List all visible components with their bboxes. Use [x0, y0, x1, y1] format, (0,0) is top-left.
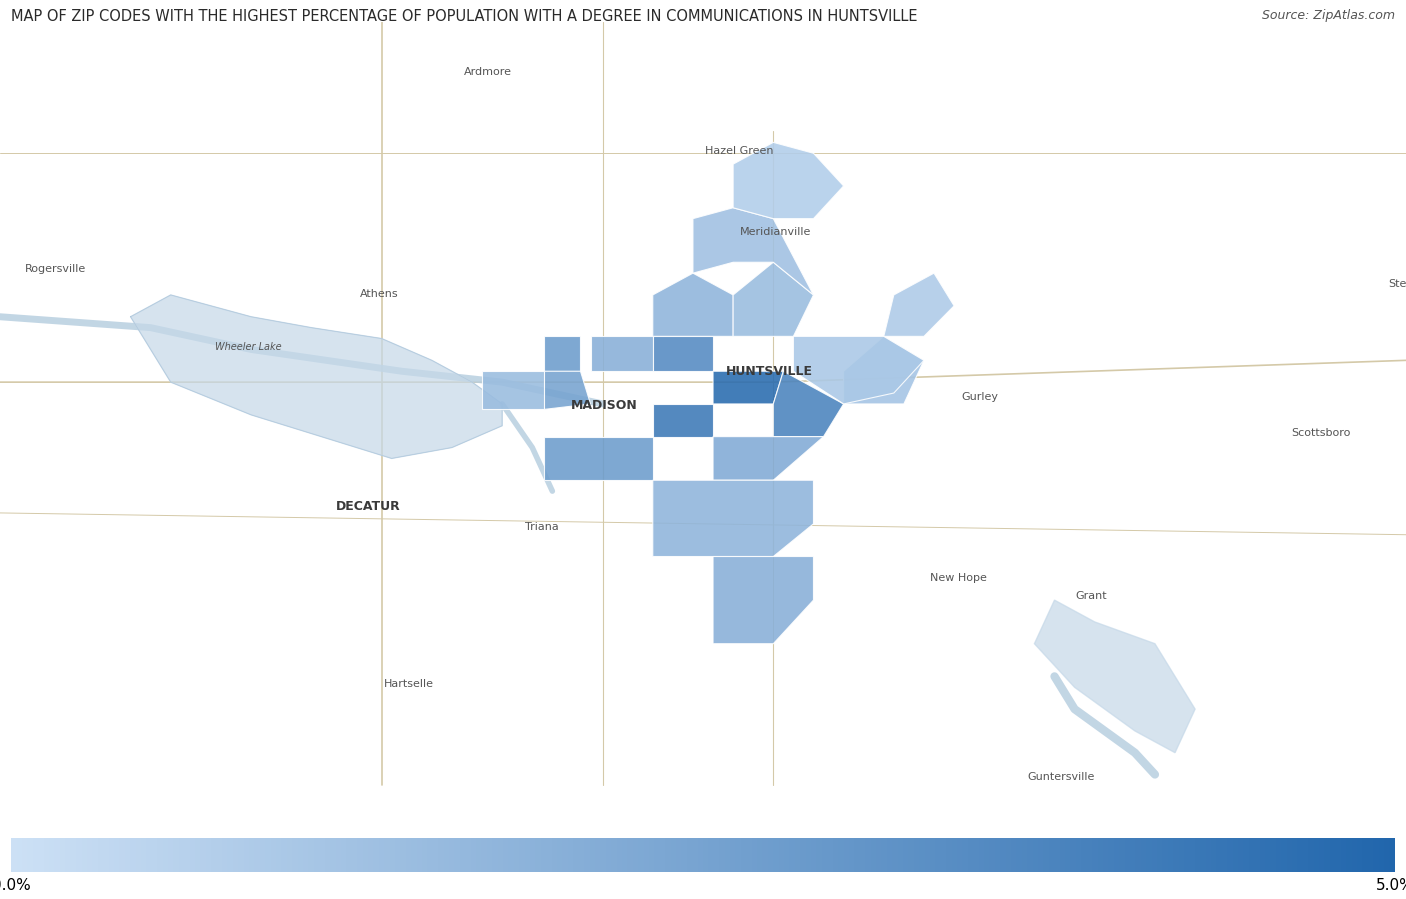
Text: Hazel Green: Hazel Green — [704, 146, 773, 156]
Polygon shape — [544, 371, 591, 409]
Text: Guntersville: Guntersville — [1028, 771, 1095, 781]
Text: HUNTSVILLE: HUNTSVILLE — [725, 365, 813, 378]
Text: Hartselle: Hartselle — [384, 679, 433, 689]
Text: DECATUR: DECATUR — [336, 500, 401, 513]
Text: Source: ZipAtlas.com: Source: ZipAtlas.com — [1261, 9, 1395, 22]
Text: Scottsboro: Scottsboro — [1291, 428, 1350, 439]
Polygon shape — [713, 437, 824, 480]
Polygon shape — [482, 371, 544, 409]
Polygon shape — [591, 336, 652, 371]
Polygon shape — [652, 336, 713, 371]
Text: MAP OF ZIP CODES WITH THE HIGHEST PERCENTAGE OF POPULATION WITH A DEGREE IN COMM: MAP OF ZIP CODES WITH THE HIGHEST PERCEN… — [11, 9, 918, 24]
Text: Grant: Grant — [1076, 591, 1108, 601]
Text: Athens: Athens — [360, 289, 399, 298]
Polygon shape — [652, 480, 814, 556]
Text: Ardmore: Ardmore — [464, 67, 512, 76]
Text: Gurley: Gurley — [962, 392, 998, 403]
Polygon shape — [652, 404, 713, 437]
Polygon shape — [884, 273, 955, 336]
Text: New Hope: New Hope — [929, 574, 987, 583]
Text: Triana: Triana — [526, 522, 560, 532]
Text: MADISON: MADISON — [571, 398, 638, 412]
Text: Meridianville: Meridianville — [740, 227, 811, 236]
Polygon shape — [713, 371, 783, 404]
Text: Steve: Steve — [1388, 279, 1406, 289]
Text: Rogersville: Rogersville — [25, 263, 86, 274]
Text: Wheeler Lake: Wheeler Lake — [215, 343, 281, 352]
Polygon shape — [693, 208, 814, 295]
Polygon shape — [793, 336, 924, 404]
Polygon shape — [131, 295, 502, 458]
Polygon shape — [1035, 601, 1195, 752]
Polygon shape — [544, 336, 581, 371]
Polygon shape — [652, 273, 733, 336]
Polygon shape — [713, 556, 814, 644]
Polygon shape — [733, 263, 814, 336]
Polygon shape — [733, 142, 844, 218]
Polygon shape — [844, 336, 924, 404]
Polygon shape — [773, 371, 844, 437]
Polygon shape — [544, 437, 652, 480]
